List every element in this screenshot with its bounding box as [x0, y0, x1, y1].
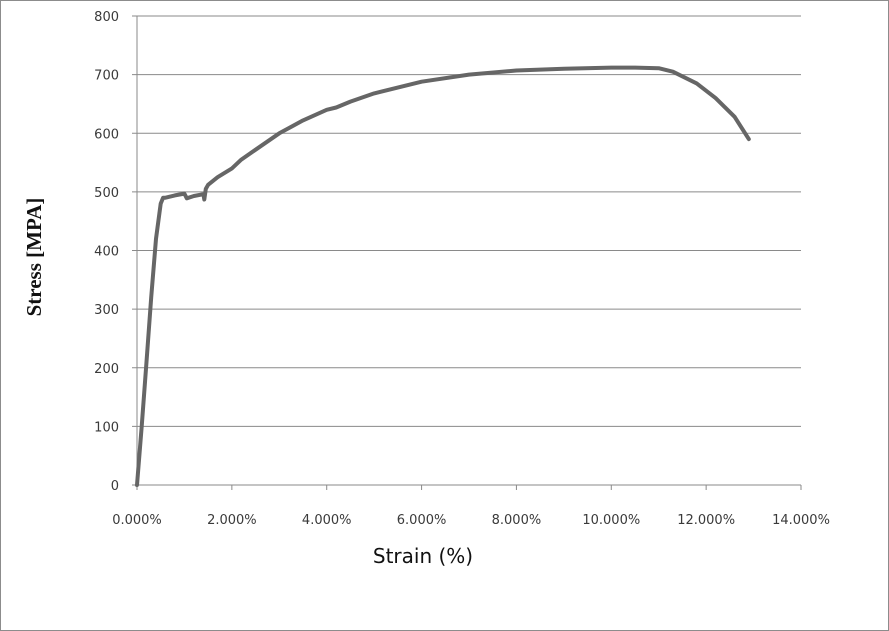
x-tick-label-12: 12.000%: [677, 513, 735, 528]
x-tick-label-8: 8.000%: [492, 513, 542, 528]
y-axis-label: Stress [MPA]: [22, 198, 46, 317]
data-point: [216, 175, 220, 179]
data-point: [161, 196, 165, 200]
data-point: [204, 187, 208, 191]
data-point: [301, 118, 305, 122]
data-point: [202, 198, 206, 201]
y-tick-label-700: 700: [94, 69, 119, 84]
data-point: [733, 115, 737, 119]
y-tick-label-500: 500: [94, 186, 119, 201]
data-point: [164, 196, 167, 200]
data-point: [145, 360, 148, 364]
y-tick-label-400: 400: [94, 245, 119, 260]
data-point: [159, 202, 163, 206]
data-point: [348, 100, 352, 104]
data-point: [239, 158, 243, 162]
series-layer: [135, 65, 751, 487]
x-axis-label: Strain (%): [373, 544, 473, 568]
data-point: [467, 73, 471, 77]
x-tick-label-2: 2.000%: [207, 513, 257, 528]
data-point: [514, 69, 518, 72]
series-line-0: [135, 65, 751, 487]
data-point: [562, 67, 566, 71]
data-point: [747, 137, 751, 141]
y-axis-ticks: 0 100 200 300 400 500 600 700 800: [94, 10, 137, 494]
data-point: [325, 108, 329, 112]
data-point: [173, 193, 177, 197]
data-point: [192, 194, 196, 198]
data-point: [633, 66, 637, 70]
data-point: [185, 196, 189, 200]
x-tick-label-14: 14.000%: [772, 513, 830, 528]
data-point: [420, 80, 424, 84]
data-point: [372, 91, 376, 95]
data-point: [154, 237, 158, 241]
data-point: [135, 483, 139, 487]
x-tick-label-6: 6.000%: [397, 513, 447, 528]
data-point: [206, 183, 210, 187]
data-point: [149, 295, 153, 299]
y-tick-label-0: 0: [111, 479, 119, 494]
data-point: [277, 131, 281, 135]
y-tick-label-200: 200: [94, 362, 119, 377]
x-tick-label-0: 0.000%: [112, 513, 162, 528]
data-point: [334, 106, 338, 109]
data-point: [714, 96, 718, 100]
data-point: [609, 66, 613, 70]
data-point: [182, 192, 186, 196]
y-tick-label-300: 300: [94, 303, 119, 318]
y-tick-label-100: 100: [94, 420, 119, 435]
data-point: [657, 66, 661, 70]
data-point: [695, 81, 699, 85]
data-point: [201, 192, 205, 196]
x-axis-ticks: 0.000% 2.000% 4.000% 6.000% 8.000% 10.000% 12.…: [112, 485, 830, 528]
data-point: [230, 166, 234, 170]
data-point: [140, 424, 144, 428]
data-point: [254, 148, 258, 152]
y-tick-label-600: 600: [94, 127, 119, 142]
gridlines: [137, 15, 801, 427]
x-tick-label-10: 10.000%: [582, 513, 640, 528]
x-tick-label-4: 4.000%: [302, 513, 352, 528]
data-point: [671, 70, 675, 74]
y-tick-label-800: 800: [94, 10, 119, 25]
